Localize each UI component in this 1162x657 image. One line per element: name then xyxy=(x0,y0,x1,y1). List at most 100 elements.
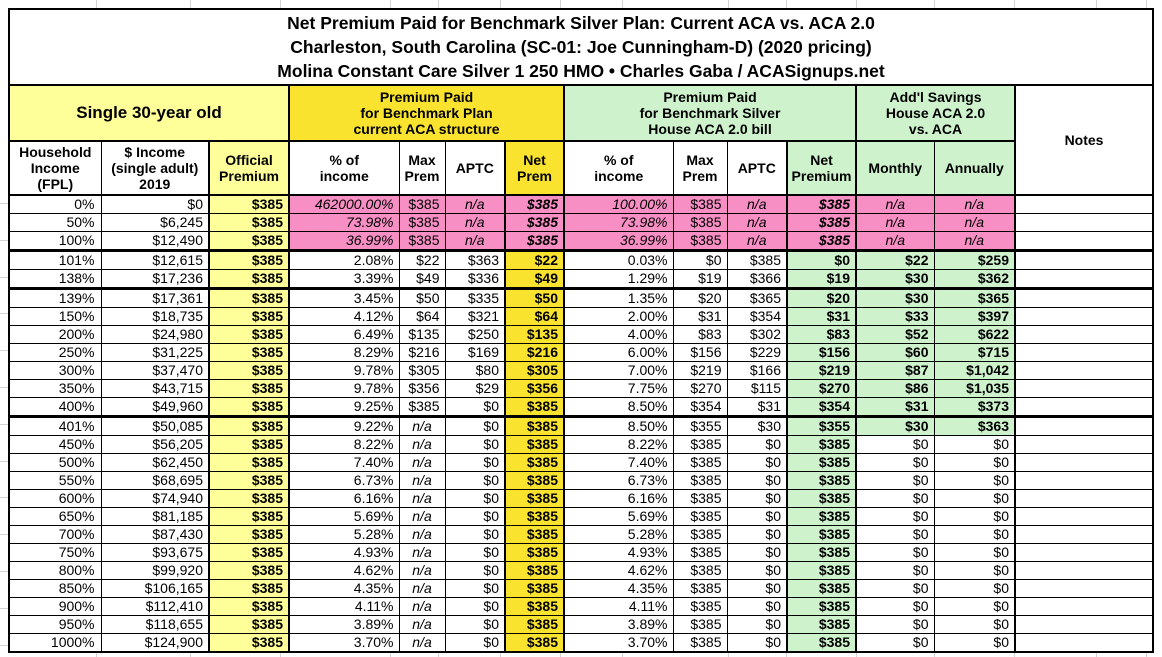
cell-aca-max-prem[interactable]: n/a xyxy=(398,597,446,616)
cell-aca-max-prem[interactable]: $50 xyxy=(398,288,446,308)
cell-aca2-net-premium[interactable]: $19 xyxy=(786,269,857,290)
cell-savings-monthly[interactable]: $0 xyxy=(855,633,935,653)
cell-notes[interactable] xyxy=(1013,307,1154,326)
cell-aca-pct-income[interactable]: 9.78% xyxy=(288,361,400,380)
cell-savings-monthly[interactable]: $0 xyxy=(855,507,935,526)
cell-savings-annually[interactable]: n/a xyxy=(933,231,1016,252)
cell-aca2-net-premium[interactable]: $385 xyxy=(786,597,857,616)
cell-aca2-max-prem[interactable]: $385 xyxy=(672,579,728,598)
cell-aca2-aptc[interactable]: n/a xyxy=(726,194,788,214)
cell-income[interactable]: $43,715 xyxy=(100,379,210,398)
cell-aca2-net-premium[interactable]: $385 xyxy=(786,231,857,252)
cell-aca-aptc[interactable]: $0 xyxy=(444,633,506,653)
cell-income[interactable]: $112,410 xyxy=(100,597,210,616)
cell-savings-monthly[interactable]: $0 xyxy=(855,579,935,598)
cell-notes[interactable] xyxy=(1013,325,1154,344)
cell-aca2-pct-income[interactable]: 7.00% xyxy=(563,361,674,380)
cell-savings-annually[interactable]: $0 xyxy=(933,543,1016,562)
cell-aca-pct-income[interactable]: 9.22% xyxy=(288,416,400,436)
cell-aca-pct-income[interactable]: 36.99% xyxy=(288,231,400,252)
cell-aca-aptc[interactable]: $80 xyxy=(444,361,506,380)
cell-notes[interactable] xyxy=(1013,471,1154,490)
cell-notes[interactable] xyxy=(1013,453,1154,472)
cell-aca-max-prem[interactable]: $64 xyxy=(398,307,446,326)
cell-savings-annually[interactable]: $259 xyxy=(933,250,1016,270)
cell-aca-aptc[interactable]: $335 xyxy=(444,288,506,308)
cell-fpl[interactable]: 450% xyxy=(8,435,102,454)
cell-aca-net-prem[interactable]: $385 xyxy=(504,579,565,598)
cell-aca2-max-prem[interactable]: $385 xyxy=(672,543,728,562)
cell-aca2-pct-income[interactable]: 7.40% xyxy=(563,453,674,472)
cell-savings-monthly[interactable]: $60 xyxy=(855,343,935,362)
cell-aca2-aptc[interactable]: n/a xyxy=(726,213,788,232)
table-title-cell[interactable]: Net Premium Paid for Benchmark Silver Pl… xyxy=(8,8,1154,86)
cell-aca-aptc[interactable]: $0 xyxy=(444,615,506,634)
cell-aca-max-prem[interactable]: n/a xyxy=(398,489,446,508)
cell-aca2-pct-income[interactable]: 6.00% xyxy=(563,343,674,362)
cell-savings-monthly[interactable]: $30 xyxy=(855,416,935,436)
cell-official-premium[interactable]: $385 xyxy=(208,397,290,418)
group-header-addl-savings[interactable]: Add'l Savings House ACA 2.0 vs. ACA xyxy=(855,84,1016,142)
cell-aca-net-prem[interactable]: $385 xyxy=(504,213,565,232)
cell-savings-annually[interactable]: $1,042 xyxy=(933,361,1016,380)
cell-fpl[interactable]: 850% xyxy=(8,579,102,598)
cell-aca2-max-prem[interactable]: $385 xyxy=(672,615,728,634)
cell-aca2-net-premium[interactable]: $270 xyxy=(786,379,857,398)
cell-aca-max-prem[interactable]: $356 xyxy=(398,379,446,398)
cell-savings-annually[interactable]: $0 xyxy=(933,453,1016,472)
cell-income[interactable]: $106,165 xyxy=(100,579,210,598)
cell-aca2-pct-income[interactable]: 5.69% xyxy=(563,507,674,526)
cell-income[interactable]: $56,205 xyxy=(100,435,210,454)
cell-aca2-pct-income[interactable]: 4.93% xyxy=(563,543,674,562)
cell-aca2-aptc[interactable]: $385 xyxy=(726,250,788,270)
cell-official-premium[interactable]: $385 xyxy=(208,435,290,454)
cell-aca-net-prem[interactable]: $385 xyxy=(504,453,565,472)
cell-aca-aptc[interactable]: $0 xyxy=(444,597,506,616)
cell-savings-monthly[interactable]: $0 xyxy=(855,597,935,616)
cell-savings-monthly[interactable]: $30 xyxy=(855,288,935,308)
cell-notes[interactable] xyxy=(1013,489,1154,508)
cell-aca2-max-prem[interactable]: $156 xyxy=(672,343,728,362)
cell-savings-annually[interactable]: $0 xyxy=(933,615,1016,634)
cell-aca-max-prem[interactable]: n/a xyxy=(398,471,446,490)
column-header-aca-aptc[interactable]: APTC xyxy=(444,140,506,196)
cell-savings-monthly[interactable]: $0 xyxy=(855,615,935,634)
cell-aca-net-prem[interactable]: $216 xyxy=(504,343,565,362)
cell-aca2-pct-income[interactable]: 4.00% xyxy=(563,325,674,344)
cell-aca2-net-premium[interactable]: $385 xyxy=(786,561,857,580)
cell-aca-max-prem[interactable]: $385 xyxy=(398,194,446,214)
cell-aca2-aptc[interactable]: $229 xyxy=(726,343,788,362)
cell-official-premium[interactable]: $385 xyxy=(208,633,290,653)
cell-aca-pct-income[interactable]: 3.39% xyxy=(288,269,400,290)
cell-aca-aptc[interactable]: $0 xyxy=(444,435,506,454)
cell-aca-aptc[interactable]: $29 xyxy=(444,379,506,398)
cell-savings-annually[interactable]: $0 xyxy=(933,471,1016,490)
cell-notes[interactable] xyxy=(1013,525,1154,544)
cell-aca2-max-prem[interactable]: $385 xyxy=(672,489,728,508)
cell-savings-annually[interactable]: $0 xyxy=(933,489,1016,508)
cell-official-premium[interactable]: $385 xyxy=(208,507,290,526)
cell-aca2-pct-income[interactable]: 8.50% xyxy=(563,397,674,418)
cell-aca-aptc[interactable]: n/a xyxy=(444,194,506,214)
cell-aca-pct-income[interactable]: 9.78% xyxy=(288,379,400,398)
cell-aca2-aptc[interactable]: $0 xyxy=(726,579,788,598)
cell-aca-max-prem[interactable]: n/a xyxy=(398,507,446,526)
cell-aca2-max-prem[interactable]: $385 xyxy=(672,213,728,232)
cell-notes[interactable] xyxy=(1013,435,1154,454)
cell-savings-annually[interactable]: $715 xyxy=(933,343,1016,362)
cell-aca-pct-income[interactable]: 3.45% xyxy=(288,288,400,308)
cell-aca2-pct-income[interactable]: 100.00% xyxy=(563,194,674,214)
cell-savings-annually[interactable]: $0 xyxy=(933,435,1016,454)
cell-fpl[interactable]: 800% xyxy=(8,561,102,580)
cell-income[interactable]: $62,450 xyxy=(100,453,210,472)
cell-official-premium[interactable]: $385 xyxy=(208,579,290,598)
cell-notes[interactable] xyxy=(1013,231,1154,252)
cell-income[interactable]: $74,940 xyxy=(100,489,210,508)
cell-notes[interactable] xyxy=(1013,213,1154,232)
cell-aca2-net-premium[interactable]: $385 xyxy=(786,579,857,598)
cell-aca2-aptc[interactable]: $0 xyxy=(726,453,788,472)
cell-income[interactable]: $87,430 xyxy=(100,525,210,544)
cell-savings-annually[interactable]: $0 xyxy=(933,507,1016,526)
cell-aca-aptc[interactable]: $321 xyxy=(444,307,506,326)
cell-aca-max-prem[interactable]: $385 xyxy=(398,213,446,232)
